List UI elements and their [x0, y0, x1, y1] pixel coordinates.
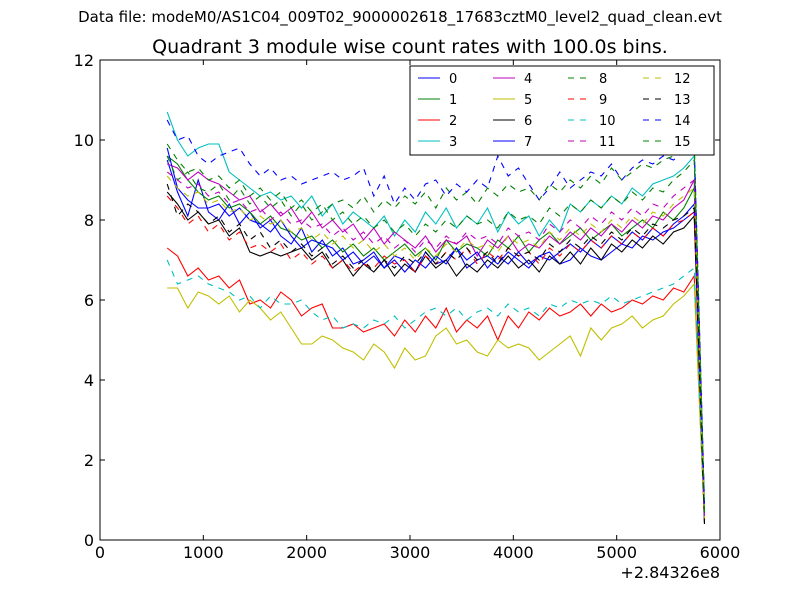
series-line-13	[166, 183, 706, 525]
figure-supertitle: Data file: modeM0/AS1C04_009T02_90000026…	[78, 8, 722, 26]
series-line-10	[166, 259, 706, 517]
chart-title: Quadrant 3 module wise count rates with …	[152, 36, 668, 58]
legend-label-2: 2	[449, 114, 457, 129]
x-tick-label: 0	[95, 543, 105, 562]
legend-label-15: 15	[674, 135, 691, 150]
series-line-4	[167, 163, 706, 517]
legend-label-5: 5	[524, 93, 532, 108]
legend-label-14: 14	[674, 114, 691, 129]
series-line-6	[166, 191, 706, 525]
legend-label-12: 12	[674, 72, 691, 87]
legend-label-11: 11	[599, 135, 616, 150]
series-line-8	[166, 139, 706, 509]
x-tick-label: 1000	[183, 543, 224, 562]
y-tick-label: 6	[84, 291, 94, 310]
y-tick-label: 8	[84, 211, 94, 230]
legend-label-9: 9	[599, 93, 607, 108]
legend-label-13: 13	[674, 93, 691, 108]
y-tick-label: 0	[84, 531, 94, 550]
x-tick-label: 6000	[700, 543, 741, 562]
series-line-5	[167, 282, 706, 521]
legend-label-10: 10	[599, 114, 616, 129]
legend-label-8: 8	[599, 72, 607, 87]
x-tick-label: 4000	[493, 543, 534, 562]
legend-label-4: 4	[524, 72, 532, 87]
series-layer	[166, 111, 706, 525]
x-tick-label: 2000	[286, 543, 327, 562]
x-tick-label: 3000	[390, 543, 431, 562]
series-line-12	[166, 175, 706, 521]
y-tick-label: 10	[74, 131, 94, 150]
series-line-15	[166, 143, 706, 513]
x-axis-offset-label: +2.84326e8	[620, 563, 720, 582]
y-tick-label: 12	[74, 51, 94, 70]
legend-box	[409, 65, 715, 156]
y-tick-label: 2	[84, 451, 94, 470]
legend-label-1: 1	[449, 93, 457, 108]
legend-label-6: 6	[524, 114, 532, 129]
series-line-0	[166, 159, 706, 521]
series-line-14	[166, 119, 706, 505]
x-tick-label: 5000	[596, 543, 637, 562]
plot-frame	[99, 59, 721, 541]
legend-label-0: 0	[449, 72, 457, 87]
y-tick-label: 4	[84, 371, 94, 390]
series-line-7	[166, 147, 706, 521]
series-line-3	[166, 111, 706, 513]
series-line-2	[166, 247, 706, 521]
legend-label-3: 3	[449, 135, 457, 150]
legend-label-7: 7	[524, 135, 532, 150]
series-line-1	[166, 155, 706, 517]
